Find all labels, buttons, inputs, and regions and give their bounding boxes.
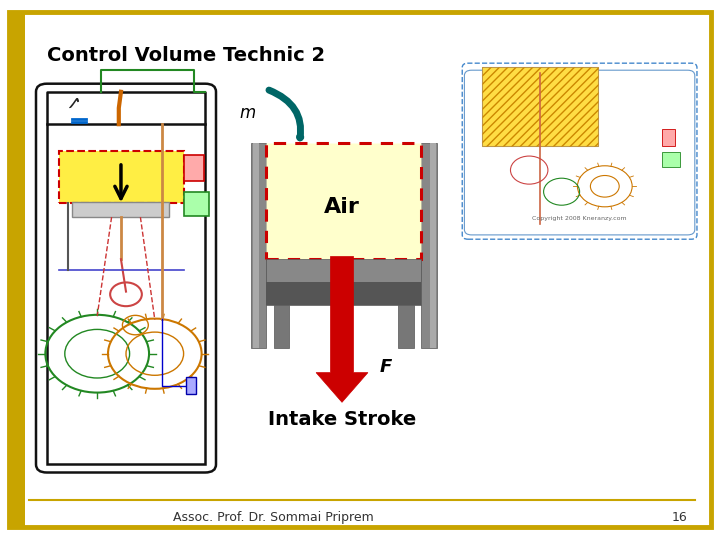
- Text: Copyright 2008 Kneranzy.com: Copyright 2008 Kneranzy.com: [532, 217, 627, 221]
- Bar: [430, 143, 436, 348]
- Text: Control Volume Technic 2: Control Volume Technic 2: [47, 46, 325, 65]
- Bar: [266, 259, 421, 305]
- Bar: [266, 143, 421, 259]
- Text: ✓: ✓: [61, 90, 78, 109]
- Bar: [266, 282, 421, 305]
- Bar: [662, 152, 680, 167]
- Text: Intake Stroke: Intake Stroke: [268, 410, 416, 429]
- Text: 16: 16: [672, 511, 688, 524]
- Bar: [398, 305, 414, 348]
- FancyArrowPatch shape: [269, 90, 301, 138]
- Bar: [186, 377, 196, 394]
- Bar: [662, 129, 675, 146]
- Bar: [9, 12, 25, 526]
- Bar: [421, 143, 437, 348]
- Text: Assoc. Prof. Dr. Sommai Priprem: Assoc. Prof. Dr. Sommai Priprem: [174, 511, 374, 524]
- Bar: [482, 67, 598, 146]
- Bar: [184, 192, 209, 216]
- Text: Air: Air: [324, 197, 360, 217]
- Bar: [251, 143, 266, 348]
- Bar: [59, 151, 184, 202]
- Bar: [184, 155, 204, 181]
- Bar: [482, 67, 598, 146]
- Text: m: m: [239, 104, 256, 123]
- Bar: [72, 202, 169, 217]
- Text: F: F: [379, 358, 392, 376]
- Bar: [253, 143, 259, 348]
- Polygon shape: [316, 256, 368, 402]
- Bar: [274, 305, 289, 348]
